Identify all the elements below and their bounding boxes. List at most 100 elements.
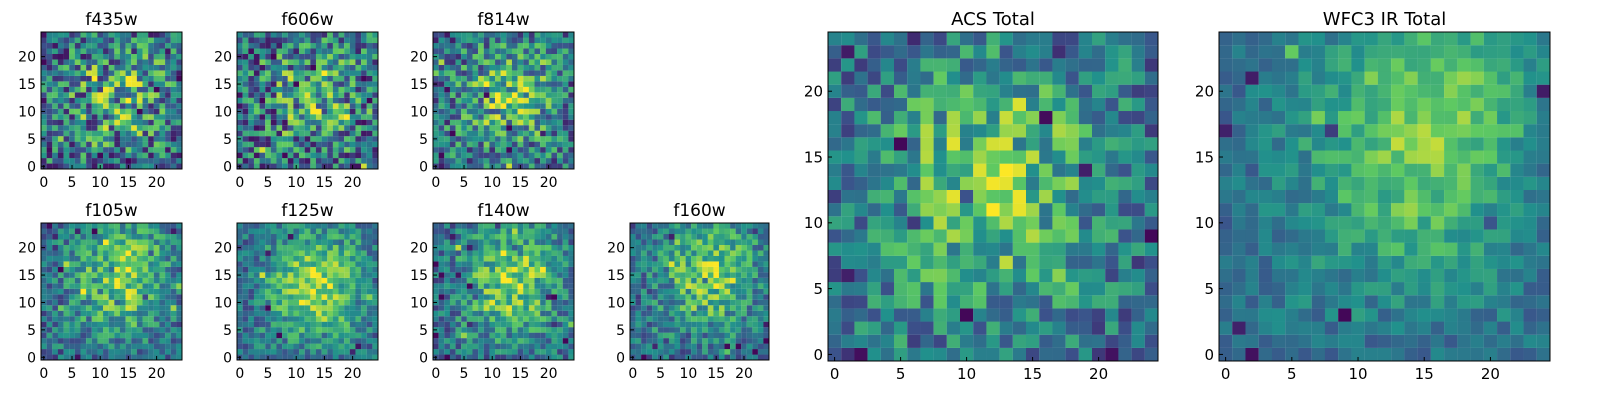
heatmap-cell [828,268,842,283]
heatmap-cell [276,228,283,235]
heatmap-cell [131,239,137,245]
heatmap-cell [478,114,484,120]
heatmap-cell [657,277,664,284]
heatmap-cell [562,48,569,54]
heatmap-cell [327,125,333,131]
heatmap-cell [119,48,126,54]
heatmap-cell [153,223,160,229]
heatmap-cell [361,130,367,137]
heatmap-cell [349,48,356,54]
heatmap-cell [960,203,974,217]
heatmap-cell [635,277,642,284]
heatmap-cell [444,108,450,115]
heatmap-cell [495,37,501,44]
heatmap-cell [242,103,249,109]
heatmap-cell [506,158,513,164]
heatmap-cell [724,349,731,355]
heatmap-cell [86,250,92,256]
heatmap-cell [315,48,322,54]
heatmap-cell [265,37,271,44]
heatmap-cell [293,32,300,38]
heatmap-cell [946,295,961,309]
heatmap-cell [148,316,154,322]
heatmap-cell [136,233,143,240]
heatmap-cell [730,321,736,328]
heatmap-cell [718,305,725,311]
heatmap-cell [253,158,260,164]
heatmap-cell [489,349,496,355]
heatmap-cell [46,81,53,87]
heatmap-cell [455,321,462,328]
heatmap-cell [713,338,720,344]
heatmap-cell [433,75,439,82]
heatmap-cell [276,310,283,317]
heatmap-cell [483,338,490,344]
heatmap-cell [478,152,484,159]
heatmap-cell [986,268,1000,283]
heatmap-cell [259,272,266,278]
heatmap-cell [338,119,345,126]
heatmap-cell [635,233,642,240]
heatmap-cell [528,108,535,115]
heatmap-cell [867,137,881,151]
heatmap-cell [517,75,524,82]
heatmap-cell [757,299,764,306]
heatmap-cell [315,42,322,49]
heatmap-cell [52,48,58,54]
heatmap-cell [349,272,356,278]
heatmap-cell [237,141,243,148]
y-tick-label: 15 [18,77,36,93]
heatmap-cell [433,141,439,148]
heatmap-cell [466,310,473,317]
heatmap-cell [500,59,507,65]
heatmap-cell [517,141,524,148]
heatmap-cell [511,310,518,317]
heatmap-cell [685,338,692,344]
heatmap-cell [332,97,339,104]
heatmap-cell [86,343,92,350]
x-tick-label: 0 [39,366,48,382]
heatmap-cell [1012,295,1027,309]
heatmap-cell [506,338,513,344]
heatmap-cell [321,48,328,54]
heatmap-cell [724,233,731,240]
heatmap-cell [841,308,855,322]
heatmap-cell [691,277,697,284]
heatmap-cell [511,42,518,49]
heatmap-cell [170,250,177,256]
heatmap-cell [483,59,490,65]
heatmap-cell [372,92,379,98]
heatmap-cell [119,272,126,278]
heatmap-cell [657,338,664,344]
heatmap-cell [159,86,166,93]
heatmap-cell [1078,334,1093,348]
heatmap-cell [763,321,770,328]
heatmap-cell [500,163,507,170]
heatmap-cell [63,349,70,355]
heatmap-cell [472,261,479,267]
heatmap-cell [372,70,379,76]
heatmap-cell [372,223,379,229]
heatmap-cell [136,266,143,273]
heatmap-cell [315,75,322,82]
heatmap-cell [1052,334,1066,348]
heatmap-cell [310,310,317,317]
heatmap-cell [534,338,541,344]
heatmap-cell [119,349,126,355]
heatmap-cell [142,288,149,295]
heatmap-cell [338,32,345,38]
heatmap-cell [568,81,575,87]
heatmap-cell [259,349,266,355]
heatmap-cell [674,310,681,317]
heatmap-cell [372,272,379,278]
heatmap-cell [1144,282,1159,296]
heatmap-cell [449,332,456,339]
heatmap-cell [63,255,70,262]
heatmap-cell [114,327,121,333]
heatmap-cell [495,103,501,109]
heatmap-cell [545,37,552,44]
heatmap-cell [523,316,529,322]
heatmap-cell [630,266,636,273]
heatmap-cell [119,250,126,256]
heatmap-cell [119,239,126,245]
